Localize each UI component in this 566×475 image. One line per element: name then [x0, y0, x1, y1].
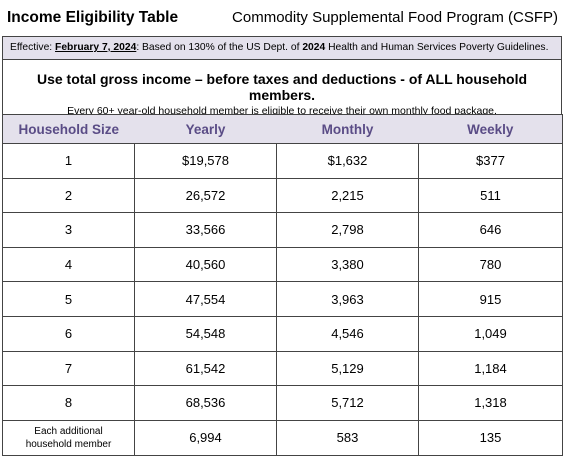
table-row: 7 61,542 5,129 1,184 [2, 350, 563, 387]
weekly-cell: 646 [418, 212, 563, 248]
column-header-yearly: Yearly [134, 114, 277, 144]
yearly-cell: 54,548 [134, 315, 277, 352]
weekly-cell: 1,049 [418, 315, 563, 352]
weekly-cell: 780 [418, 246, 563, 283]
household-size-cell: 7 [2, 350, 135, 387]
program-name: Commodity Supplemental Food Program (CSF… [232, 9, 558, 26]
monthly-cell: 5,129 [276, 350, 419, 387]
table-row: 4 40,560 3,380 780 [2, 246, 563, 283]
monthly-cell: 2,798 [276, 212, 419, 248]
yearly-cell: $19,578 [134, 143, 277, 179]
household-size-cell: 1 [2, 143, 135, 179]
monthly-cell: $1,632 [276, 143, 419, 179]
column-header-household-size: Household Size [2, 114, 135, 144]
page-header: Income Eligibility Table Commodity Suppl… [0, 0, 566, 36]
column-header-weekly: Weekly [418, 114, 563, 144]
income-eligibility-table: Household Size Yearly Monthly Weekly 1 $… [2, 114, 563, 456]
weekly-cell: 1,318 [418, 385, 563, 421]
additional-member-label: Each additional household member [2, 419, 135, 456]
monthly-cell: 3,963 [276, 281, 419, 317]
yearly-cell: 40,560 [134, 246, 277, 283]
weekly-cell: $377 [418, 143, 563, 179]
table-row: 6 54,548 4,546 1,049 [2, 315, 563, 352]
weekly-cell: 1,184 [418, 350, 563, 387]
weekly-cell: 135 [418, 419, 563, 456]
household-size-cell: 3 [2, 212, 135, 248]
effective-date: February 7, 2024 [55, 42, 137, 53]
instructions-main: Use total gross income – before taxes an… [36, 71, 528, 103]
effective-banner: Effective: February 7, 2024: Based on 13… [2, 36, 562, 60]
monthly-cell: 4,546 [276, 315, 419, 352]
table-row: 2 26,572 2,215 511 [2, 177, 563, 214]
monthly-cell: 5,712 [276, 385, 419, 421]
household-size-cell: 4 [2, 246, 135, 283]
table-row: 1 $19,578 $1,632 $377 [2, 143, 563, 179]
monthly-cell: 2,215 [276, 177, 419, 214]
table-row-additional-member: Each additional household member 6,994 58… [2, 419, 563, 456]
effective-prefix: Effective: [10, 42, 56, 53]
household-size-cell: 2 [2, 177, 135, 214]
monthly-cell: 583 [276, 419, 419, 456]
yearly-cell: 6,994 [134, 419, 277, 456]
guideline-year: 2024 [302, 42, 326, 53]
household-size-cell: 6 [2, 315, 135, 352]
monthly-cell: 3,380 [276, 246, 419, 283]
weekly-cell: 511 [418, 177, 563, 214]
instructions-box: Use total gross income – before taxes an… [2, 60, 562, 117]
column-header-monthly: Monthly [276, 114, 419, 144]
additional-label-line1: Each additional [34, 425, 103, 437]
household-size-cell: 5 [2, 281, 135, 317]
effective-suffix: Health and Human Services Poverty Guidel… [325, 42, 549, 53]
weekly-cell: 915 [418, 281, 563, 317]
household-size-cell: 8 [2, 385, 135, 421]
yearly-cell: 61,542 [134, 350, 277, 387]
additional-label-line2: household member [25, 438, 112, 450]
page-title: Income Eligibility Table [7, 9, 179, 26]
table-row: 5 47,554 3,963 915 [2, 281, 563, 317]
effective-basis: : Based on 130% of the US Dept. of [136, 42, 303, 53]
yearly-cell: 33,566 [134, 212, 277, 248]
yearly-cell: 47,554 [134, 281, 277, 317]
yearly-cell: 26,572 [134, 177, 277, 214]
table-row: 3 33,566 2,798 646 [2, 212, 563, 248]
table-row: 8 68,536 5,712 1,318 [2, 385, 563, 421]
yearly-cell: 68,536 [134, 385, 277, 421]
table-header-row: Household Size Yearly Monthly Weekly [2, 114, 563, 144]
